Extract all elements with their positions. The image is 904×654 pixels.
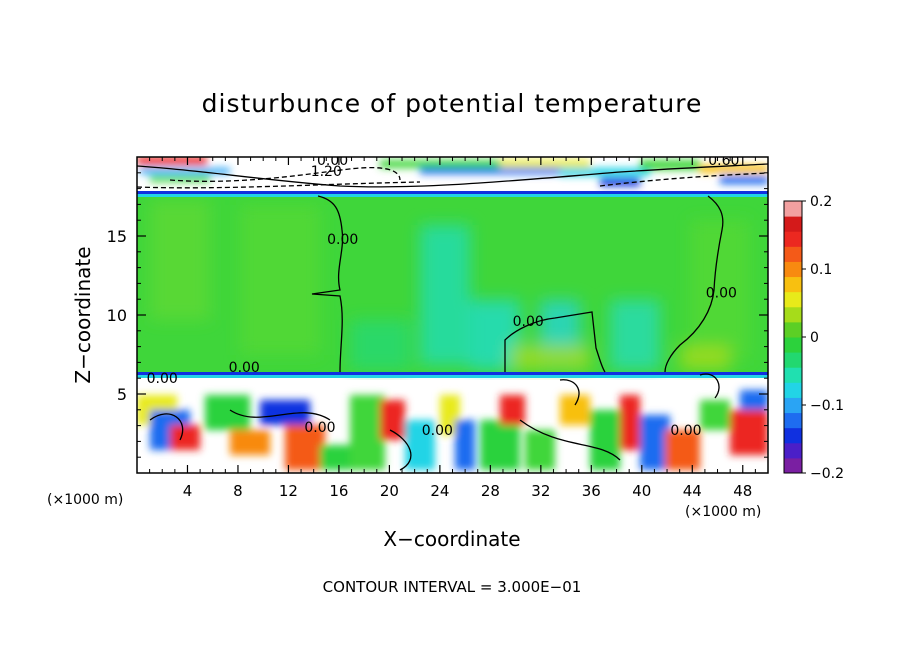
contour-label: 0.00 (147, 371, 178, 387)
colorbar-tick-label: −0.1 (810, 398, 844, 414)
colorbar-swatch (784, 352, 802, 368)
x-tick-label: 36 (582, 482, 601, 500)
y-tick-label: 15 (107, 227, 127, 246)
y-axis-label: Z−coordinate (71, 246, 95, 383)
colorbar-swatch (784, 291, 802, 308)
x-tick-label: 12 (279, 482, 298, 500)
colorbar-swatch (784, 397, 802, 414)
colorbar-swatch (784, 261, 802, 278)
colorbar-swatch (784, 306, 802, 323)
y-tick-label: 10 (107, 306, 127, 325)
x-tick-label: 40 (632, 482, 651, 500)
x-axis-unit-right: (×1000 m) (685, 504, 761, 520)
x-tick-label: 32 (531, 482, 550, 500)
x-tick-label: 44 (683, 482, 702, 500)
contour-label: 0.60 (708, 153, 739, 169)
colorbar-swatch (784, 382, 802, 398)
colorbar-swatch (784, 216, 802, 232)
x-tick-label: 16 (329, 482, 348, 500)
contour-label: 0.00 (422, 423, 453, 439)
contour-lines (137, 163, 768, 471)
contour-label: 0.00 (706, 286, 737, 302)
colorbar-swatch (784, 442, 802, 459)
contour-label: 0.00 (304, 420, 335, 436)
colorbar-swatch (784, 427, 802, 444)
contour-label: 0.00 (317, 153, 348, 169)
x-tick-label: 48 (733, 482, 752, 500)
x-tick-label: 28 (481, 482, 500, 500)
x-axis-unit-left: (×1000 m) (47, 492, 123, 508)
x-tick-label: 24 (430, 482, 449, 500)
colorbar-swatch (784, 337, 802, 353)
contour-interval-note: CONTOUR INTERVAL = 3.000E−01 (323, 578, 582, 596)
y-tick-label: 5 (117, 385, 127, 404)
x-axis: 4 8 12 16 20 24 28 32 36 40 44 48 (149, 157, 756, 500)
contour-label: 1.20 (311, 164, 342, 180)
chart-title: disturbunce of potential temperature (202, 89, 703, 118)
colorbar-swatch (784, 276, 802, 293)
colorbar-tick-label: 0.2 (810, 194, 832, 210)
contour-label: 0.00 (229, 360, 260, 376)
colorbar-tick-label: −0.2 (810, 466, 844, 482)
colorbar-swatch (784, 412, 802, 429)
x-tick-label: 8 (233, 482, 243, 500)
y-axis: 5 10 15 (107, 172, 768, 458)
colorbar-swatch (784, 231, 802, 247)
colorbar-swatch (784, 246, 802, 262)
contour-label-layer: 0.001.200.600.000.000.000.000.000.00 0.00… (147, 153, 740, 439)
colorbar-tick-label: 0.1 (810, 262, 832, 278)
colorbar-swatch (784, 367, 802, 383)
colorbar-swatch (784, 321, 802, 338)
x-axis-label: X−coordinate (383, 527, 520, 551)
contour-label: 0.00 (327, 232, 358, 248)
contour-label: 0.00 (670, 423, 701, 439)
x-tick-label: 4 (183, 482, 193, 500)
colorbar-tick-label: 0 (810, 330, 819, 346)
colorbar-swatch (784, 457, 802, 474)
plot-area: 0.001.200.600.000.000.000.000.000.00 0.00… (137, 153, 768, 473)
colorbar-swatch (784, 201, 802, 217)
colorbar (784, 201, 802, 474)
contour-label: 0.00 (513, 314, 544, 330)
colorbar-ticks: 0.2 0.1 0 −0.1 −0.2 (802, 194, 844, 482)
x-tick-label: 20 (380, 482, 399, 500)
